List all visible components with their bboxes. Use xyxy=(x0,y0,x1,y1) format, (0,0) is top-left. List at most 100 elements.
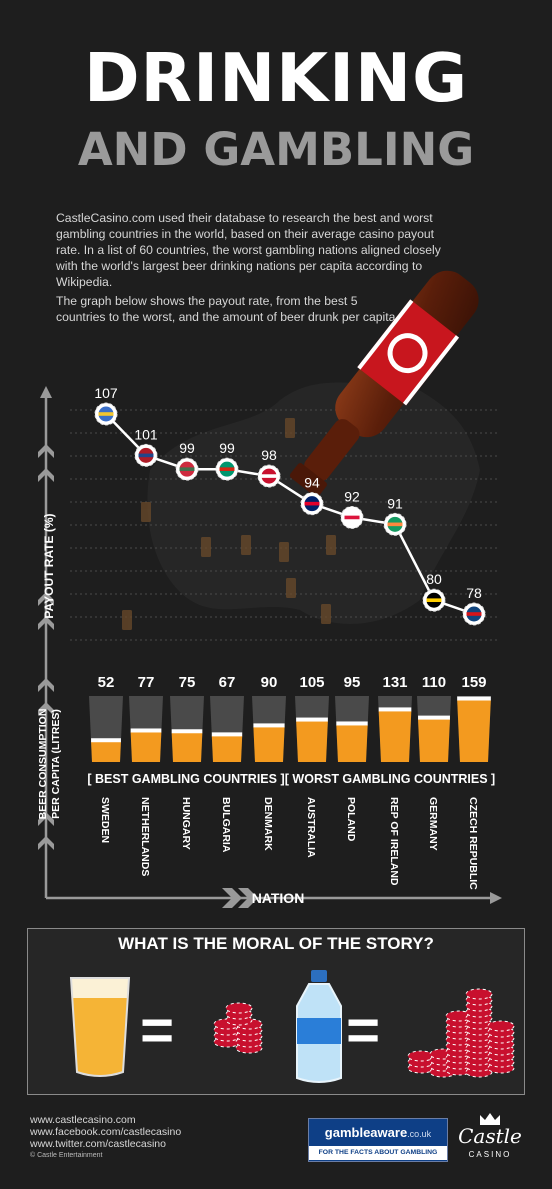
chart-grid xyxy=(70,409,500,641)
country-label: HUNGARY xyxy=(180,797,192,850)
payout-marker-netherlands xyxy=(134,443,158,467)
axis-chevrons xyxy=(38,444,54,850)
beer-value-labels: 52 77 75 67 90 105 95 131 110 159 xyxy=(98,674,487,691)
axis-chevron xyxy=(38,836,54,850)
background-mug xyxy=(122,610,132,630)
beer-value-label: 110 xyxy=(422,674,446,691)
beer-value-label: 67 xyxy=(219,674,236,691)
title-and-gambling: AND GAMBLING xyxy=(77,123,475,176)
casino-chips-large-icon xyxy=(407,988,515,1078)
payout-value-label: 92 xyxy=(344,488,360,504)
background-mug xyxy=(286,578,296,598)
payout-marker-bulgaria xyxy=(215,457,239,481)
footer-copyright: © Castle Entertainment xyxy=(30,1152,103,1159)
axis-chevron xyxy=(38,812,54,826)
intro-paragraph-2: The graph below shows the payout rate, f… xyxy=(56,294,399,324)
beer-foam xyxy=(296,717,328,722)
payout-marker-czech-republic xyxy=(462,602,486,626)
beer-glass-netherlands xyxy=(129,696,163,762)
gambleaware-logo[interactable]: gambleaware.co.uk FOR THE FACTS ABOUT GA… xyxy=(308,1118,448,1162)
beer-foam xyxy=(457,696,491,701)
axis-chevron xyxy=(38,444,54,458)
group-best-label: [ BEST GAMBLING COUNTRIES ] xyxy=(87,772,284,786)
beer-level xyxy=(253,726,285,762)
footer-twitter[interactable]: www.twitter.com/castlecasino xyxy=(30,1138,166,1150)
beer-glass-sweden xyxy=(89,696,123,762)
beer-bottle-icon xyxy=(289,270,479,497)
country-labels: SWEDEN NETHERLANDS HUNGARY BULGARIA DENMARK A… xyxy=(99,797,479,890)
background-mug xyxy=(326,535,336,555)
x-label-nation: NATION xyxy=(252,890,305,906)
payout-value-label: 94 xyxy=(304,475,320,491)
payout-labels: 107 101 99 99 98 94 92 91 80 78 xyxy=(94,385,482,601)
payout-value-label: 99 xyxy=(179,440,195,456)
beer-glass-australia xyxy=(295,696,329,762)
beer-level xyxy=(418,719,450,762)
country-label: BULGARIA xyxy=(220,797,232,853)
gambleaware-tagline: FOR THE FACTS ABOUT GAMBLING xyxy=(309,1146,447,1160)
beer-foam xyxy=(378,707,412,712)
country-label: REP OF IRELAND xyxy=(388,797,400,886)
beer-glasses xyxy=(89,696,491,762)
beer-foam xyxy=(253,723,285,728)
payout-value-label: 101 xyxy=(134,426,158,442)
beer-level xyxy=(457,700,491,762)
beer-value-label: 90 xyxy=(261,674,278,691)
equals-sign-1: = xyxy=(140,998,174,1063)
background-mug xyxy=(201,537,211,557)
water-bottle-icon xyxy=(296,970,342,1083)
payout-markers xyxy=(94,402,486,626)
payout-marker-denmark xyxy=(257,464,281,488)
beer-foam xyxy=(336,721,368,726)
axis-chevron xyxy=(38,468,54,482)
beer-glass-hungary xyxy=(170,696,204,762)
beer-value-label: 95 xyxy=(344,674,361,691)
castle-logo-name: Castle xyxy=(458,1124,522,1148)
footer-facebook[interactable]: www.facebook.com/castlecasino xyxy=(30,1126,182,1138)
background-mug xyxy=(279,542,289,562)
beer-level xyxy=(171,732,203,762)
country-label: POLAND xyxy=(345,797,357,842)
x-chevron-1 xyxy=(222,888,242,908)
payout-value-label: 98 xyxy=(261,447,277,463)
chip xyxy=(487,1020,515,1032)
payout-marker-poland xyxy=(340,505,364,529)
chip xyxy=(225,1002,253,1014)
beer-level xyxy=(296,721,328,762)
y-label-payout: PAYOUT RATE (%) xyxy=(42,513,56,618)
beer-value-label: 52 xyxy=(98,674,115,691)
beer-glass-poland xyxy=(335,696,369,762)
beer-value-label: 159 xyxy=(461,674,486,691)
y-label-beer-line1: BEER CONSUMPTION xyxy=(37,709,49,820)
gambleaware-word: gambleaware xyxy=(324,1125,408,1140)
axis-chevron xyxy=(38,678,54,692)
beer-value-label: 75 xyxy=(179,674,196,691)
x-axis-arrow xyxy=(490,892,502,904)
gambleaware-name: gambleaware.co.uk xyxy=(309,1125,447,1140)
moral-illustration: = = xyxy=(69,970,515,1083)
payout-marker-sweden xyxy=(94,402,118,426)
payout-marker-hungary xyxy=(175,457,199,481)
payout-value-label: 78 xyxy=(466,585,482,601)
beer-foam xyxy=(211,732,243,737)
equals-sign-2: = xyxy=(346,998,380,1063)
payout-value-label: 91 xyxy=(387,495,403,511)
beer-level xyxy=(130,731,162,762)
beer-foam xyxy=(418,715,450,720)
background-mug xyxy=(321,604,331,624)
beer-level xyxy=(211,735,243,762)
footer-website[interactable]: www.castlecasino.com xyxy=(30,1114,136,1126)
background-mug xyxy=(285,418,295,438)
payout-marker-australia xyxy=(300,492,324,516)
background-mugs xyxy=(122,418,336,630)
beer-level xyxy=(91,741,121,762)
beer-glass-rep-of-ireland xyxy=(378,696,412,762)
country-label: CZECH REPUBLIC xyxy=(467,797,479,890)
y-label-beer-line2: PER CAPITA (LITRES) xyxy=(50,709,62,819)
background-mug xyxy=(241,535,251,555)
country-label: SWEDEN xyxy=(99,797,111,843)
x-chevron-2 xyxy=(238,888,258,908)
castle-logo-sub: CASINO xyxy=(468,1150,512,1159)
beer-level xyxy=(378,710,412,762)
